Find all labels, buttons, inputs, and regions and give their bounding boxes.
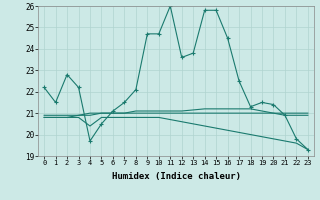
X-axis label: Humidex (Indice chaleur): Humidex (Indice chaleur) bbox=[111, 172, 241, 181]
